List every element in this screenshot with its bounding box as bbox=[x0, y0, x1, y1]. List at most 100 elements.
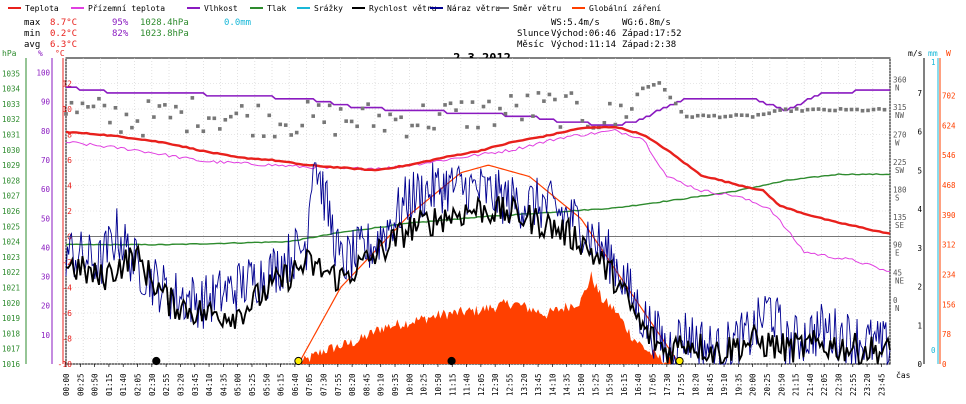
wind-dir-point bbox=[673, 101, 678, 106]
stats-rain: 0.0mm bbox=[224, 18, 251, 28]
wind-dir-point bbox=[399, 115, 403, 120]
wind-dir-point bbox=[882, 107, 887, 112]
wind-dir-point bbox=[366, 102, 370, 106]
time-tick-label: 14:35 bbox=[563, 373, 572, 396]
wind-dir-point bbox=[327, 103, 332, 108]
wind-dir-point bbox=[761, 112, 766, 117]
wind-dir-point bbox=[190, 96, 195, 100]
wind-dir-point bbox=[717, 115, 722, 120]
hpa-unit-label: hPa bbox=[2, 49, 17, 58]
wind-tick-label: 4 bbox=[917, 205, 922, 214]
wind-dir-point bbox=[481, 104, 486, 109]
time-tick-label: 17:05 bbox=[649, 373, 658, 396]
radiation-tick-label: 156 bbox=[942, 300, 956, 309]
hpa-tick-label: 1021 bbox=[2, 284, 20, 293]
temp-tick-label: -8 bbox=[62, 335, 72, 344]
wind-dir-point bbox=[575, 100, 579, 105]
radiation-tick-label: 78 bbox=[942, 330, 952, 339]
stats-avg-label: avg bbox=[24, 40, 40, 50]
wind-dir-point bbox=[179, 110, 184, 114]
wind-dir-point bbox=[371, 124, 376, 128]
wind-dir-point bbox=[338, 107, 343, 111]
wind-dir-point bbox=[256, 103, 261, 108]
avg-wind-speed: WS:5.4m/s bbox=[551, 18, 600, 28]
time-axis-label: čas bbox=[896, 370, 911, 380]
wind-dir-point bbox=[838, 107, 843, 111]
time-tick-label: 06:40 bbox=[291, 373, 300, 396]
hpa-tick-label: 1033 bbox=[2, 100, 20, 109]
direction-tick-label: N bbox=[895, 304, 900, 313]
wind-dir-point bbox=[767, 111, 771, 116]
hpa-tick-label: 1017 bbox=[2, 345, 20, 354]
wind-dir-point bbox=[668, 95, 673, 100]
wind-dir-point bbox=[113, 105, 118, 110]
wind-dir-point bbox=[212, 116, 217, 121]
hpa-tick-label: 1022 bbox=[2, 268, 20, 277]
temperature-line bbox=[65, 125, 891, 235]
wind-dir-point bbox=[476, 125, 480, 130]
wind-dir-point bbox=[305, 99, 310, 104]
time-tick-label: 06:15 bbox=[277, 373, 286, 396]
temp-tick-label: -10 bbox=[58, 360, 73, 369]
hpa-tick-label: 1016 bbox=[2, 360, 21, 369]
time-tick-label: 20:50 bbox=[777, 373, 786, 396]
wind-dir-point bbox=[619, 103, 623, 108]
wind-dir-point bbox=[64, 112, 68, 116]
time-tick-label: 05:25 bbox=[248, 373, 257, 396]
wind-dir-point bbox=[141, 133, 145, 138]
wind-tick-label: 1 bbox=[917, 321, 922, 330]
wind-dir-point bbox=[404, 134, 409, 139]
wind-dir-point bbox=[289, 133, 294, 137]
time-tick-label: 20:00 bbox=[749, 373, 758, 396]
wind-dir-point bbox=[355, 124, 359, 129]
legend-label-1: Přízemní teplota bbox=[88, 4, 165, 13]
wind-dir-point bbox=[679, 109, 684, 114]
moon-set: Západ:2:38 bbox=[622, 40, 676, 50]
wind-dir-point bbox=[558, 125, 563, 129]
hpa-tick-label: 1031 bbox=[2, 131, 20, 140]
humidity-tick-label: 20 bbox=[41, 302, 51, 311]
wind-dir-point bbox=[300, 123, 305, 128]
wind-dir-point bbox=[580, 119, 585, 123]
time-tick-label: 15:25 bbox=[591, 373, 600, 396]
wind-dir-point bbox=[426, 125, 431, 130]
wind-dir-point bbox=[443, 103, 447, 107]
rain-tick-label: 0 bbox=[931, 346, 936, 355]
wind-dir-point bbox=[124, 112, 129, 117]
wind-tick-label: 7 bbox=[917, 89, 922, 98]
temp-tick-label: 12 bbox=[62, 80, 72, 89]
moonrise-marker bbox=[447, 356, 456, 366]
wind-tick-label: 0 bbox=[917, 360, 922, 369]
wind-dir-point bbox=[261, 134, 266, 138]
wind-dir-point bbox=[877, 107, 881, 111]
time-tick-label: 18:45 bbox=[706, 373, 715, 396]
time-tick-label: 03:45 bbox=[191, 373, 200, 396]
direction-tick-deg: 180 bbox=[893, 186, 907, 195]
wind-dir-point bbox=[201, 129, 206, 134]
wind-dir-point bbox=[509, 94, 513, 98]
hpa-tick-label: 1023 bbox=[2, 253, 20, 262]
time-tick-label: 16:40 bbox=[634, 373, 643, 396]
wind-unit-label: m/s bbox=[908, 49, 923, 58]
wind-dir-point bbox=[569, 91, 574, 95]
direction-tick-label: NW bbox=[895, 111, 905, 120]
wind-dir-point bbox=[684, 114, 689, 119]
time-tick-label: 10:25 bbox=[420, 373, 429, 396]
time-tick-label: 10:50 bbox=[434, 373, 443, 396]
wind-dir-point bbox=[701, 113, 706, 118]
legend-label-7: Směr větru bbox=[513, 4, 561, 13]
hpa-tick-label: 1019 bbox=[2, 314, 20, 323]
time-tick-label: 01:40 bbox=[119, 373, 128, 396]
wind-dir-point bbox=[239, 104, 244, 108]
time-tick-label: 22:55 bbox=[849, 373, 858, 396]
avg-wind-gust: WG:6.8m/s bbox=[622, 18, 671, 28]
stats-min-temp: 0.2°C bbox=[50, 29, 77, 39]
moon-rise: Východ:11:14 bbox=[551, 40, 616, 50]
legend-label-6: Náraz větru bbox=[447, 4, 500, 13]
wind-dir-point bbox=[421, 103, 425, 108]
hpa-tick-label: 1024 bbox=[2, 238, 21, 247]
time-tick-label: 09:10 bbox=[377, 373, 386, 396]
wind-dir-point bbox=[827, 108, 832, 113]
wind-dir-point bbox=[602, 120, 607, 125]
wind-dir-point bbox=[855, 107, 859, 112]
